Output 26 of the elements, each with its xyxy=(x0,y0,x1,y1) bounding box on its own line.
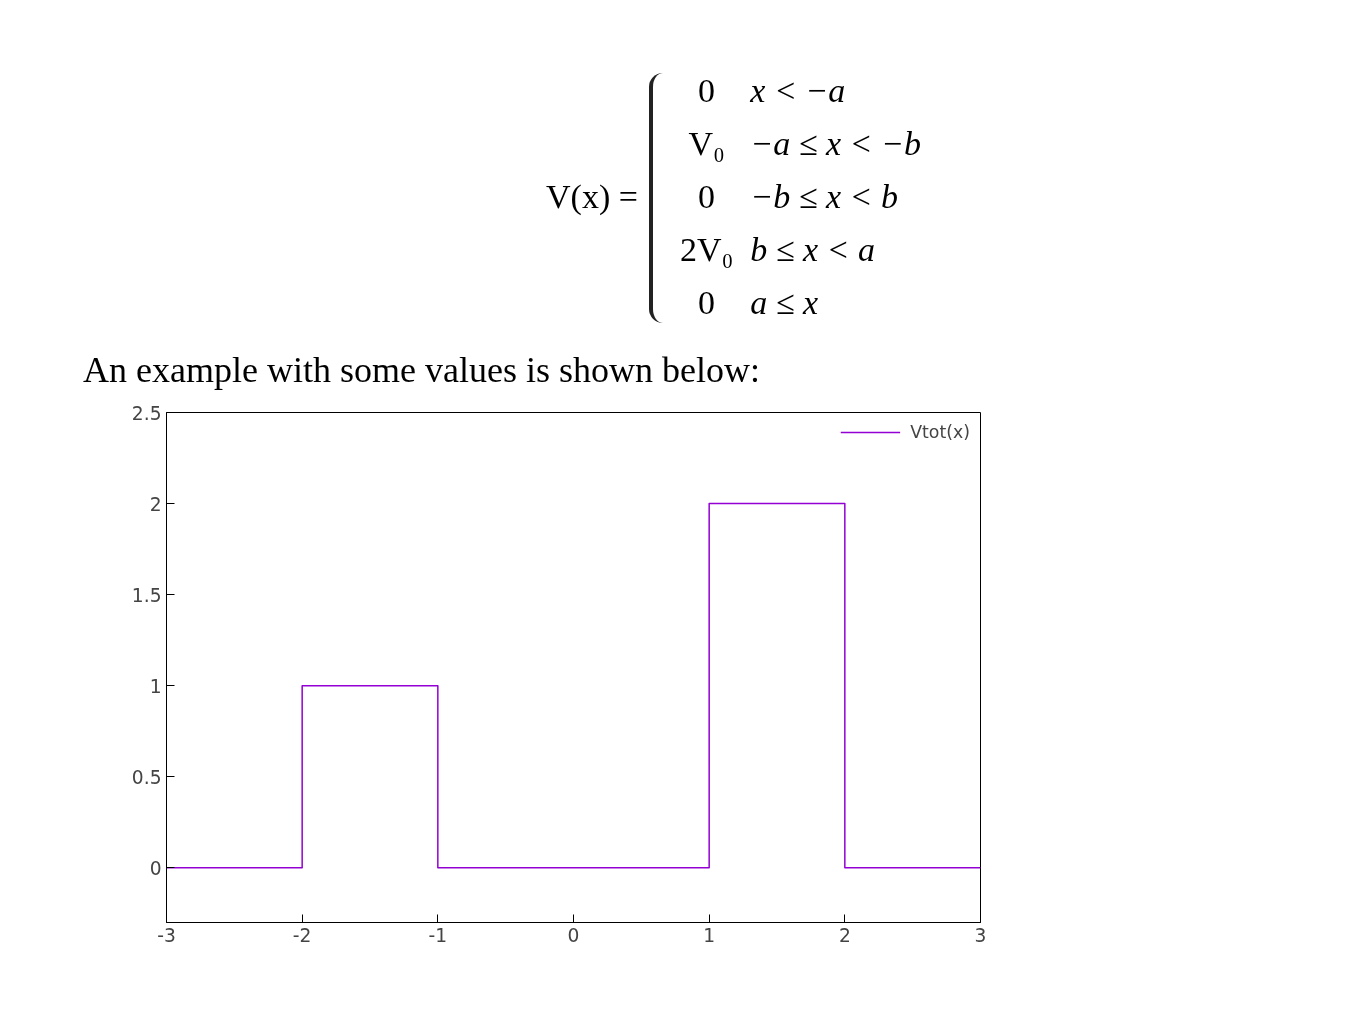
text: 0 xyxy=(697,71,717,112)
x-tick-label: -1 xyxy=(428,924,448,946)
text: b ≤ x < a xyxy=(749,230,876,271)
y-tick-label: 1 xyxy=(149,675,162,697)
text: V₀ xyxy=(687,124,726,165)
text: 0 xyxy=(697,177,717,218)
x-tick-label: -2 xyxy=(292,924,312,946)
y-tick-label: 0.5 xyxy=(131,766,162,788)
x-tick-label: -3 xyxy=(157,924,176,946)
text: −a ≤ x < −b xyxy=(749,124,922,165)
x-tick-label: 1 xyxy=(703,924,716,946)
text: 0 xyxy=(697,283,717,324)
text: a ≤ x xyxy=(749,283,820,324)
y-tick-label: 2.5 xyxy=(131,402,162,424)
y-tick-label: 1.5 xyxy=(131,584,162,606)
y-tick-label: 2 xyxy=(149,493,162,515)
y-tick-label: 0 xyxy=(149,857,162,879)
x-tick-label: 0 xyxy=(567,924,580,946)
text: V(x) = xyxy=(545,177,639,218)
text: −b ≤ x < b xyxy=(749,177,899,218)
x-tick-label: 3 xyxy=(974,924,987,946)
legend-label: Vtot(x) xyxy=(910,421,970,442)
text: An example with some values is shown below: xyxy=(83,349,760,393)
text: x < −a xyxy=(749,71,847,112)
x-tick-label: 2 xyxy=(838,924,851,946)
text: 2V₀ xyxy=(678,230,735,271)
